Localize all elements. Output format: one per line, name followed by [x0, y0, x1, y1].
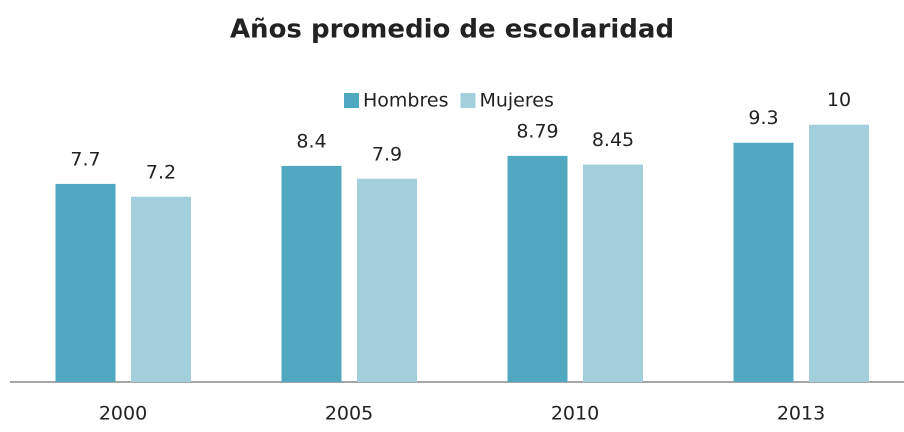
data-label: 9.3 [748, 107, 778, 129]
bar [55, 183, 116, 382]
data-label: 10 [827, 89, 851, 111]
legend-label: Mujeres [479, 90, 553, 112]
legend-swatch [460, 93, 476, 108]
bar [507, 155, 568, 382]
x-tick-label: 2013 [777, 403, 825, 425]
x-tick-label: 2000 [99, 403, 147, 425]
data-label: 7.2 [146, 161, 176, 183]
data-label: 8.4 [296, 130, 326, 152]
x-tick-label: 2010 [551, 403, 599, 425]
data-label: 8.45 [592, 129, 634, 151]
data-label: 7.7 [70, 148, 100, 170]
data-label: 8.79 [516, 120, 558, 142]
bar [583, 164, 643, 382]
chart-title: Años promedio de escolaridad [230, 15, 674, 45]
legend-swatch [344, 93, 359, 108]
data-label: 7.9 [372, 143, 402, 165]
legend-label: Hombres [363, 90, 448, 112]
bar [131, 196, 191, 382]
bar [733, 142, 794, 382]
bar [281, 165, 342, 382]
bar [809, 124, 869, 383]
x-tick-label: 2005 [325, 403, 373, 425]
bar [357, 178, 417, 382]
